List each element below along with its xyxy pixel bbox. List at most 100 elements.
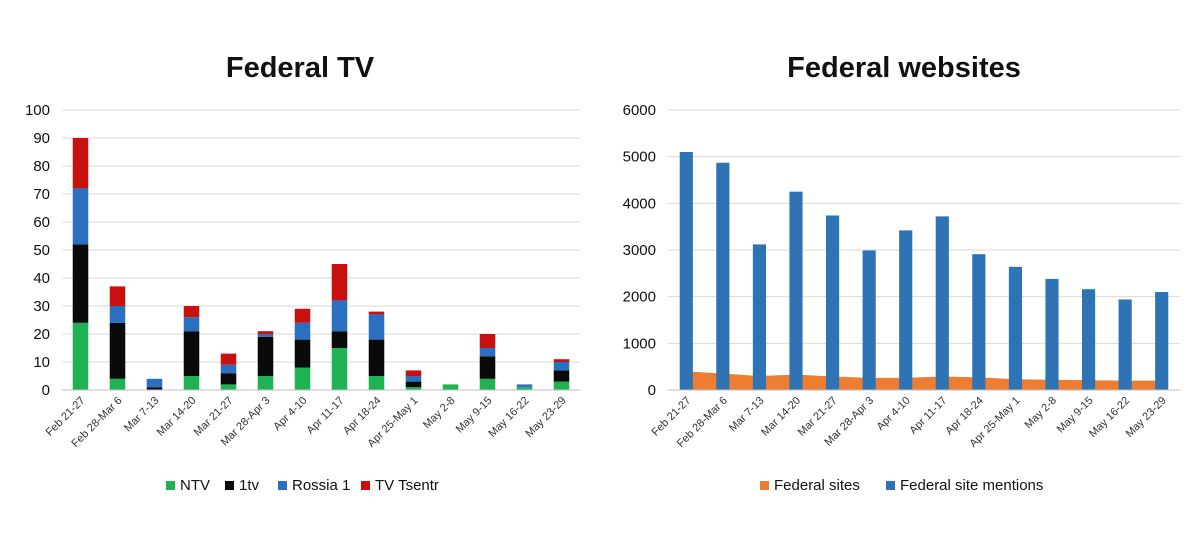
bar-segment <box>368 376 385 390</box>
y-tick-label: 0 <box>648 382 656 399</box>
y-tick-label: 70 <box>33 186 50 203</box>
bar-segment <box>220 364 237 374</box>
y-tick-label: 3000 <box>623 242 656 259</box>
x-tick-label: May 2-8 <box>1023 395 1060 432</box>
bar-segment <box>331 264 348 301</box>
bar-segment <box>72 138 89 189</box>
bar-segment <box>72 244 89 323</box>
bar-segment <box>405 387 422 390</box>
bar-segment <box>553 362 570 371</box>
bar-segment <box>109 286 126 306</box>
bar-segment <box>405 370 422 376</box>
bar-segment <box>479 378 496 390</box>
bar-segment <box>183 376 200 390</box>
bar-segment <box>72 188 89 245</box>
bar-segment <box>479 356 496 379</box>
legend-swatch <box>760 481 769 490</box>
y-tick-label: 60 <box>33 214 50 231</box>
bar-federal-site-mentions <box>1118 299 1132 390</box>
area-federal-sites <box>686 371 1162 390</box>
bar-segment <box>183 331 200 376</box>
bar-federal-site-mentions <box>789 191 803 390</box>
bar-federal-site-mentions <box>899 230 913 390</box>
y-tick-label: 5000 <box>623 149 656 166</box>
y-tick-label: 20 <box>33 326 50 343</box>
legend-swatch <box>886 481 895 490</box>
bar-segment <box>553 381 570 390</box>
bar-segment <box>183 306 200 318</box>
legend-label: NTV <box>180 477 210 494</box>
bar-federal-site-mentions <box>716 162 730 390</box>
bar-segment <box>294 308 311 323</box>
bar-segment <box>257 376 274 390</box>
federal-websites-chart: Federal websites 0 1000 2000 3000 4000 5000 60… <box>623 52 1180 494</box>
bar-segment <box>294 322 311 340</box>
y-tick-label: 10 <box>33 354 50 371</box>
legend-label: Federal site mentions <box>900 477 1043 494</box>
legend-swatch <box>361 481 370 490</box>
bar-federal-site-mentions <box>679 152 693 390</box>
y-tick-label: 0 <box>42 382 50 399</box>
bar-segment <box>553 370 570 382</box>
bar-segment <box>294 367 311 390</box>
y-tick-label: 6000 <box>623 102 656 119</box>
bar-segment <box>72 322 89 390</box>
bar-segment <box>109 322 126 379</box>
bar-segment <box>146 387 163 390</box>
chart-title: Federal TV <box>226 52 375 84</box>
bar-segment <box>368 311 385 315</box>
bar-segment <box>220 373 237 385</box>
bar-segment <box>442 384 459 390</box>
bar-federal-site-mentions <box>935 216 949 390</box>
bar-segment <box>368 339 385 376</box>
bar-federal-site-mentions <box>752 244 767 390</box>
bar-segment <box>331 300 348 332</box>
bar-federal-site-mentions <box>972 254 986 390</box>
bar-segment <box>516 387 533 390</box>
bar-federal-site-mentions <box>1081 289 1096 390</box>
y-tick-label: 2000 <box>623 289 656 306</box>
bar-segment <box>109 306 126 323</box>
bar-segment <box>405 381 422 388</box>
y-tick-label: 4000 <box>623 195 656 212</box>
y-tick-label: 90 <box>33 130 50 147</box>
bar-segment <box>257 331 274 334</box>
bar-segment <box>479 334 496 348</box>
bar-segment <box>331 348 348 390</box>
bar-segment <box>553 359 570 362</box>
y-tick-label: 40 <box>33 270 50 287</box>
bar-segment <box>257 336 274 376</box>
bar-segment <box>479 348 496 357</box>
bar-segment <box>331 331 348 348</box>
y-tick-label: 1000 <box>623 335 656 352</box>
bar-segment <box>109 378 126 390</box>
bar-segment <box>368 314 385 340</box>
x-tick-label: May 23-29 <box>523 395 568 440</box>
bar-segment <box>183 317 200 332</box>
legend-label: Rossia 1 <box>292 477 350 494</box>
bar-segment <box>257 334 274 337</box>
legend-label: Federal sites <box>774 477 860 494</box>
x-tick-label: Apr 11-17 <box>305 395 347 437</box>
x-tick-label: May 2-8 <box>421 395 458 432</box>
legend-label: 1tv <box>239 477 260 494</box>
y-tick-label: 50 <box>33 242 50 259</box>
x-tick-label: Mar 14-20 <box>155 395 199 439</box>
x-tick-label: Apr 4-10 <box>271 395 309 433</box>
y-tick-label: 30 <box>33 298 50 315</box>
bar-federal-site-mentions <box>825 215 840 390</box>
bar-federal-site-mentions <box>1155 292 1169 390</box>
bar-segment <box>405 376 422 382</box>
x-tick-label: Apr 11-17 <box>907 395 949 437</box>
bar-federal-site-mentions <box>862 250 876 390</box>
legend-label: TV Tsentr <box>375 477 439 494</box>
bar-segment <box>220 353 237 365</box>
bar-segment <box>220 384 237 390</box>
bar-federal-site-mentions <box>1045 278 1059 390</box>
bar-federal-site-mentions <box>1008 266 1023 390</box>
y-tick-label: 80 <box>33 158 50 175</box>
legend-swatch <box>225 481 234 490</box>
legend-swatch <box>166 481 175 490</box>
